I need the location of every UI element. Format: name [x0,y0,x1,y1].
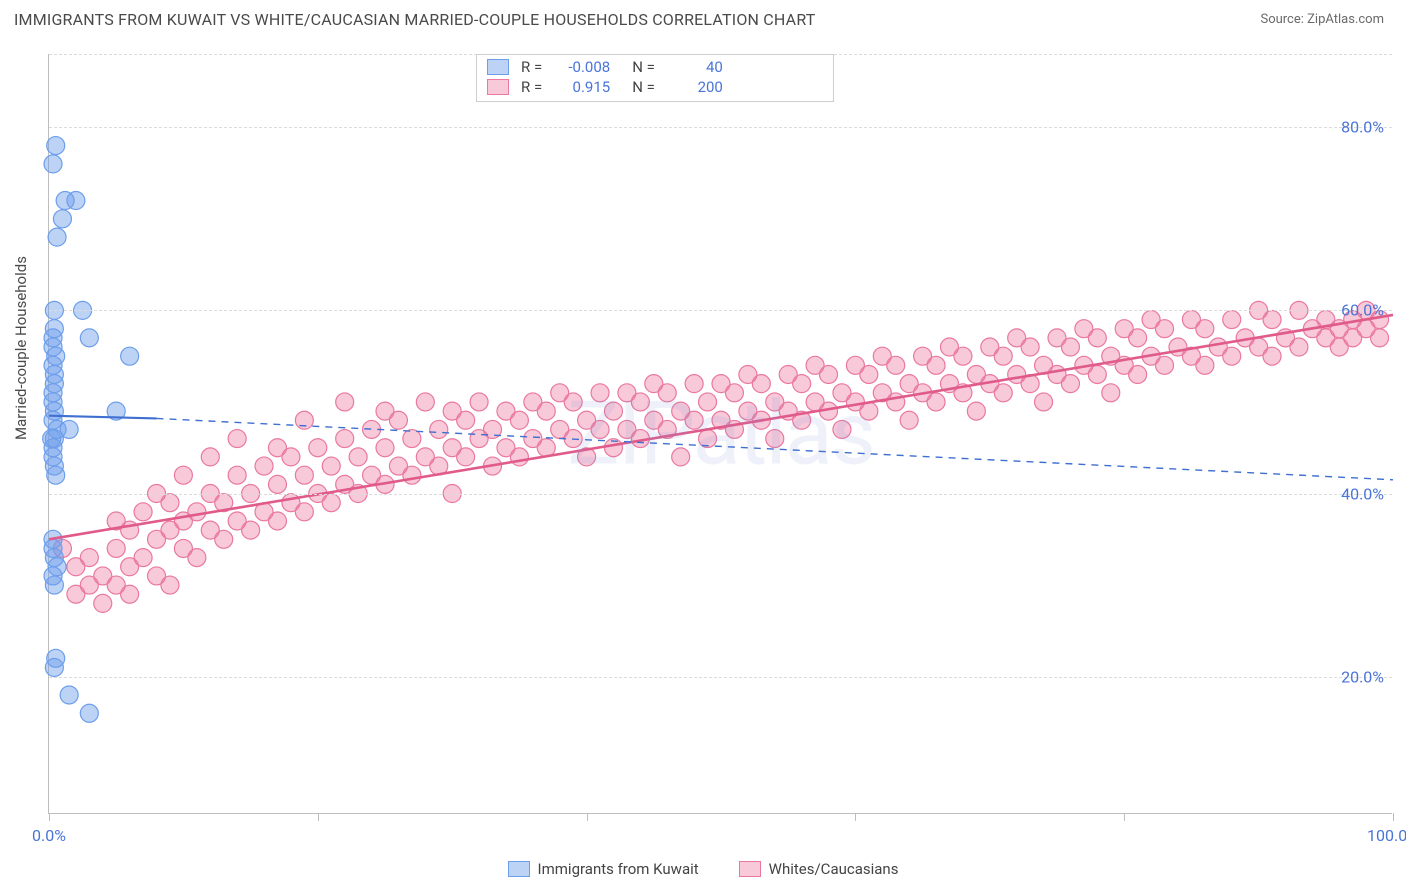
source-attribution: Source: ZipAtlas.com [1260,12,1384,27]
legend-item-blue: Immigrants from Kuwait [508,860,699,878]
xtick-label: 100.0% [1367,826,1406,845]
n-value-pink: 200 [663,78,723,96]
gridline-h [49,127,1392,128]
legend-swatch-pink [739,861,761,877]
swatch-pink [487,79,509,95]
xtick [855,813,856,821]
swatch-blue [487,59,509,75]
xtick [587,813,588,821]
xtick [49,813,50,821]
chart-title: IMMIGRANTS FROM KUWAIT VS WHITE/CAUCASIA… [14,10,816,29]
ytick-label: 80.0% [1341,118,1384,137]
legend-item-pink: Whites/Caucasians [739,860,899,878]
r-value-blue: -0.008 [550,58,610,76]
title-bar: IMMIGRANTS FROM KUWAIT VS WHITE/CAUCASIA… [0,0,1406,35]
y-axis-label: Married-couple Households [12,256,30,440]
n-value-blue: 40 [663,58,723,76]
gridline-h [49,310,1392,311]
ytick-label: 60.0% [1341,301,1384,320]
bottom-legend: Immigrants from Kuwait Whites/Caucasians [0,860,1406,878]
ytick-label: 20.0% [1341,667,1384,686]
gridline-h [49,677,1392,678]
xtick-label: 0.0% [32,826,66,845]
legend-swatch-blue [508,861,530,877]
scatter-plot-svg [49,54,1392,813]
correlation-stats-box: R = -0.008 N = 40 R = 0.915 N = 200 [476,54,834,102]
r-value-pink: 0.915 [550,78,610,96]
stats-row-blue: R = -0.008 N = 40 [487,57,823,77]
stats-row-pink: R = 0.915 N = 200 [487,77,823,97]
gridline-h [49,494,1392,495]
xtick [1393,813,1394,821]
ytick-label: 40.0% [1341,484,1384,503]
xtick [318,813,319,821]
chart-plot-area: ZIPatlas 20.0%40.0%60.0%80.0%0.0%100.0% [48,54,1392,814]
xtick [1124,813,1125,821]
